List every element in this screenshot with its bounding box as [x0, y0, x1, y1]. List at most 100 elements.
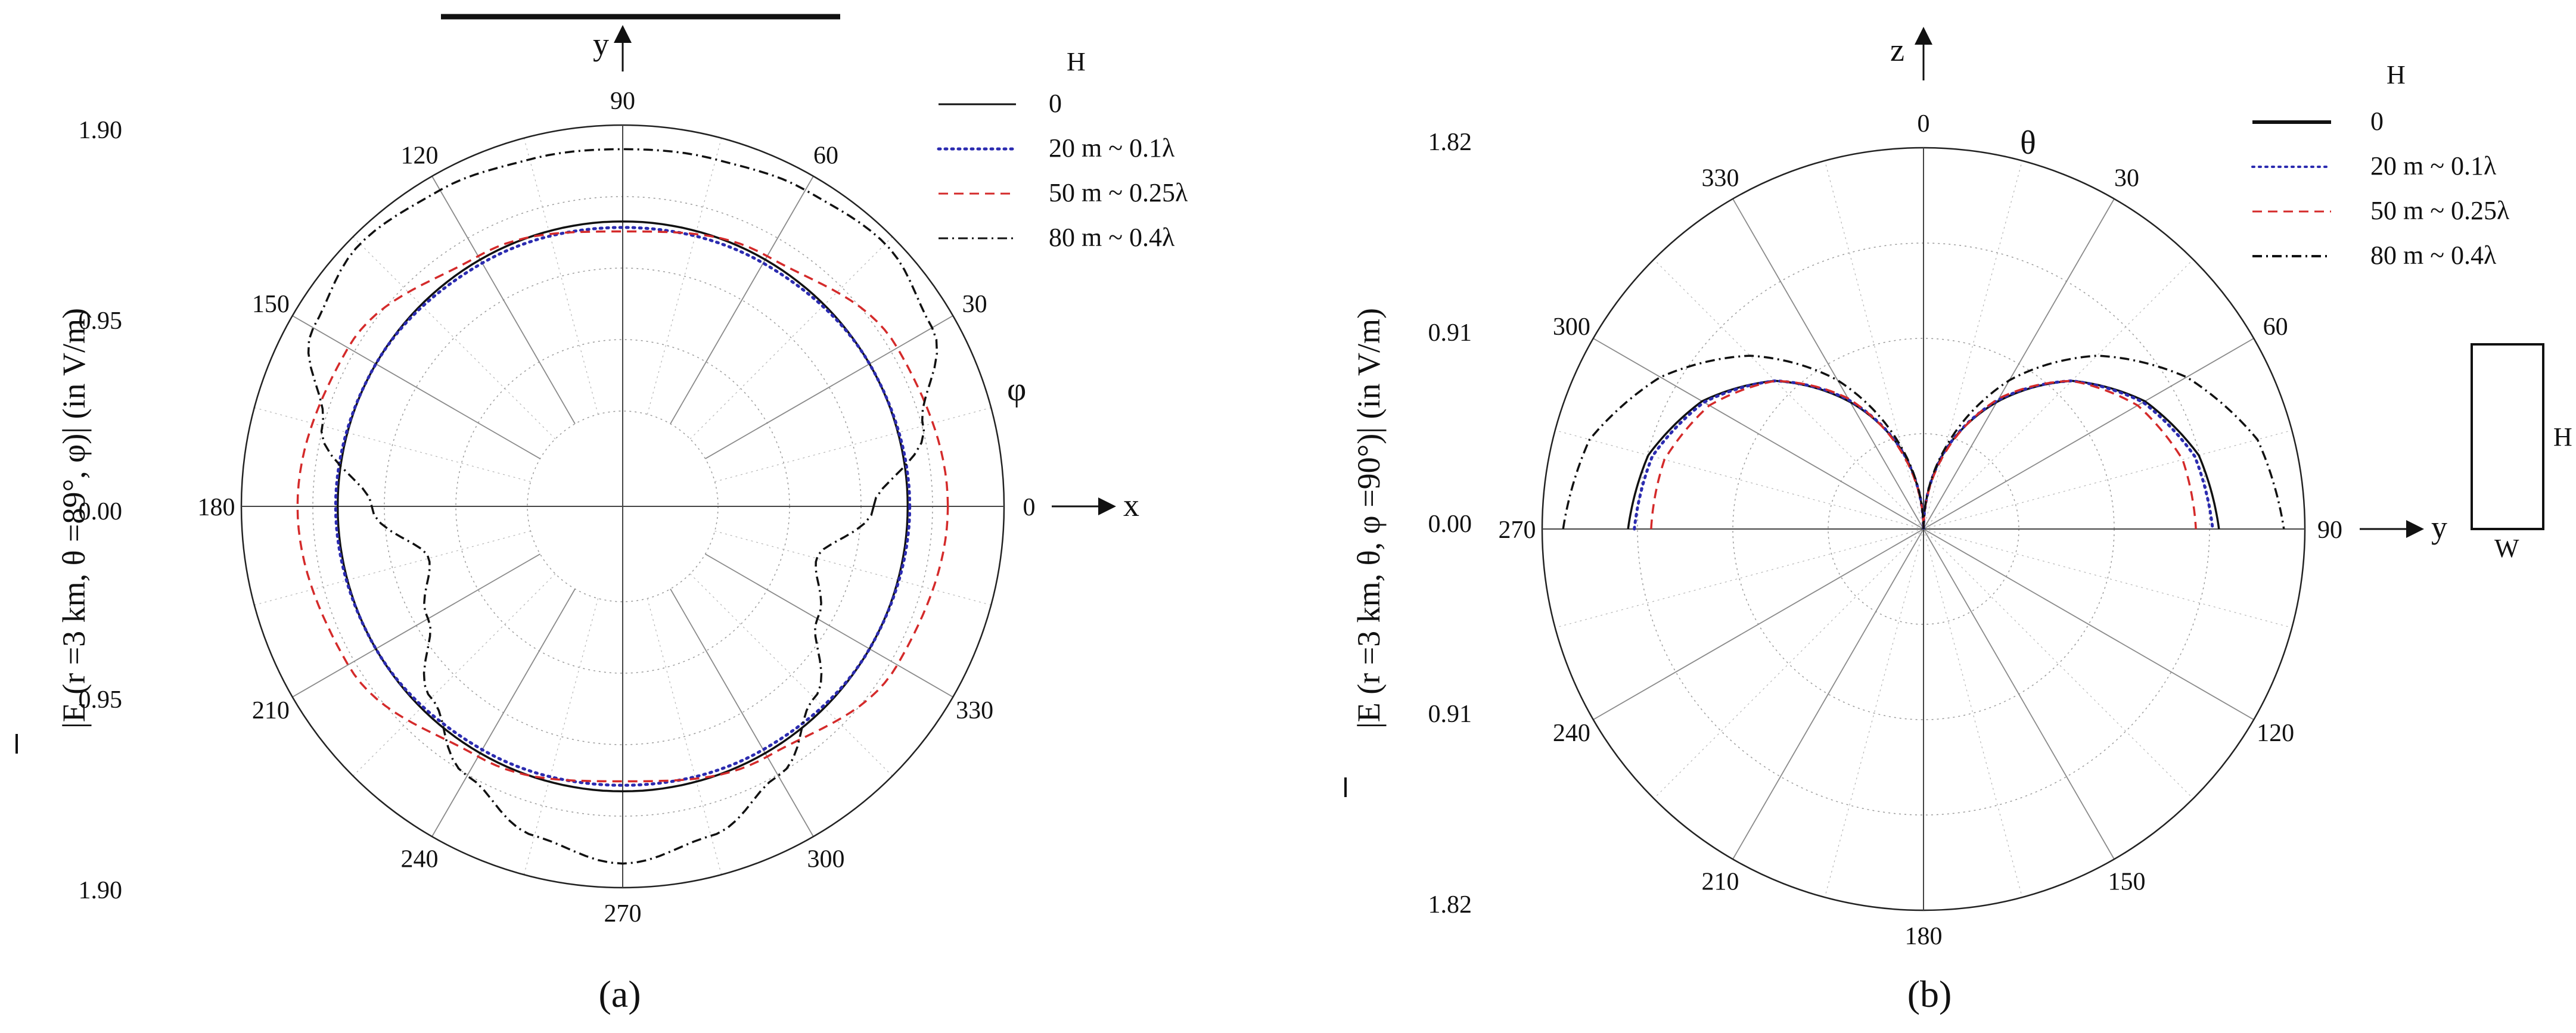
panel-a-angle-symbol: φ: [1007, 371, 1026, 408]
radial-tick-label: 1.90: [79, 877, 123, 904]
grid-spoke-minor: [1654, 259, 1924, 530]
legend-label: 80 m ~ 0.4λ: [2370, 241, 2497, 270]
grid-spoke: [292, 553, 540, 698]
grid-spoke-minor: [1923, 160, 2023, 530]
grid-spoke: [431, 176, 576, 424]
angle-tick-label: 330: [956, 697, 993, 724]
radial-tick-label: 1.90: [79, 117, 123, 144]
grid-spoke: [1732, 528, 1924, 860]
angle-tick-label: 120: [401, 142, 439, 169]
panel-b-radial-ticks: 1.82 0.91 0.00 0.91 1.82: [1428, 129, 1472, 919]
panel-a-legend: H 0 20 m ~ 0.1λ 50 m ~ 0.25λ 80 m ~ 0.4λ: [937, 47, 1188, 252]
grid-spoke: [1923, 528, 2254, 720]
grid-spoke-minor: [1923, 259, 2193, 530]
panel-a-axes: [240, 124, 1005, 889]
angle-tick-label: 90: [610, 88, 635, 115]
panel-b-angle-tick-labels: 0 30 60 90 120 150 180 210 240 270 300 330: [1499, 110, 2343, 950]
angle-tick-label: 60: [2263, 313, 2288, 341]
grid-spoke: [1732, 198, 1924, 530]
angle-tick-label: 180: [198, 494, 235, 521]
legend-label: 0: [1049, 89, 1062, 118]
inset-box: [2471, 343, 2544, 530]
grid-spoke: [705, 315, 953, 459]
angle-tick-label: 180: [1905, 923, 1943, 950]
angle-tick-label: 60: [813, 142, 838, 169]
angle-tick-label: 90: [2317, 516, 2342, 544]
panel-a-label: (a): [598, 973, 641, 1015]
panel-b-legend: H 0 20 m ~ 0.1λ 50 m ~ 0.25λ 80 m ~ 0.4λ: [2251, 60, 2510, 270]
radial-tick-label: 0.95: [79, 307, 123, 335]
angle-tick-label: 150: [252, 291, 290, 318]
grid-spoke-minor: [1923, 528, 2193, 799]
grid-spoke-minor: [1824, 160, 1924, 530]
grid-spoke-minor: [1923, 430, 2292, 530]
angle-tick-label: 30: [962, 291, 987, 318]
grid-spoke: [670, 176, 814, 424]
panel-b-y-label: y: [2431, 509, 2447, 545]
angle-tick-label: 30: [2114, 164, 2139, 192]
panel-a-radial-ticks: 1.90 0.95 0.00 0.95 1.90: [79, 117, 123, 904]
angle-tick-label: 300: [1553, 313, 1590, 341]
grid-spoke: [1923, 338, 2254, 530]
series-line-2: [1650, 379, 2197, 530]
panel-a-x-label: x: [1123, 487, 1139, 523]
grid-spoke: [705, 553, 953, 698]
angle-tick-label: 270: [1499, 516, 1536, 544]
radial-tick-label: 0.91: [1428, 701, 1472, 728]
grid-spoke-minor: [1923, 528, 2292, 628]
legend-label: 50 m ~ 0.25λ: [2370, 196, 2510, 225]
panel-b-z-label: z: [1890, 32, 1904, 68]
grid-spoke: [292, 315, 540, 459]
grid-spoke-minor: [714, 407, 992, 483]
grid-spoke-minor: [647, 138, 722, 415]
radial-tick-label: 0.91: [1428, 319, 1472, 347]
legend-title: H: [2387, 60, 2406, 89]
angle-tick-label: 0: [1023, 494, 1036, 521]
angle-tick-label: 240: [1553, 720, 1590, 747]
angle-tick-label: 270: [604, 900, 642, 928]
grid-spoke-minor: [1654, 528, 1924, 799]
panel-b-label: (b): [1907, 973, 1952, 1015]
panel-b-angle-symbol: θ: [2020, 125, 2036, 161]
series-line-1: [334, 226, 912, 787]
radial-tick-label: 1.82: [1428, 891, 1472, 919]
legend-label: 50 m ~ 0.25λ: [1049, 178, 1188, 207]
series-line-3: [307, 148, 939, 865]
grid-spoke-minor: [1555, 528, 1924, 628]
grid-spoke-minor: [1824, 528, 1924, 898]
series-line-3: [1562, 354, 2285, 530]
grid-spoke: [1593, 528, 1924, 720]
panel-b-polar-chart: 0 30 60 90 120 150 180 210 240 270 300 330 1.82 0.9…: [1344, 27, 2572, 1015]
inset-height-label: H: [2553, 422, 2572, 452]
radial-tick-label: 1.82: [1428, 129, 1472, 156]
grid-spoke: [1923, 528, 2115, 860]
angle-tick-label: 0: [1918, 110, 1930, 138]
legend-title: H: [1067, 47, 1086, 76]
radial-tick-label: 0.00: [1428, 511, 1472, 538]
radial-tick-label: 0.00: [79, 498, 123, 525]
inset-width-label: W: [2494, 534, 2519, 563]
panel-a-angle-tick-labels: 90 120 150 180 210 240 270 300 330 0 30 60: [198, 88, 1036, 928]
panel-a-y-label: y: [593, 26, 609, 62]
angle-tick-label: 240: [401, 846, 439, 873]
angle-tick-label: 210: [1702, 869, 1739, 896]
panel-b-y-axis-label: |E (r =3 km, θ, φ =90°)| (in V/m): [1351, 308, 1387, 729]
grid-spoke-minor: [523, 598, 599, 875]
angle-tick-label: 120: [2257, 720, 2294, 747]
legend-label: 0: [2370, 107, 2384, 136]
angle-tick-label: 300: [807, 846, 845, 873]
panel-a-series: [296, 148, 949, 865]
grid-spoke-minor: [254, 530, 531, 606]
angle-tick-label: 330: [1702, 164, 1739, 192]
panel-b-series: [1562, 354, 2285, 531]
grid-spoke: [670, 589, 814, 837]
angle-tick-label: 210: [252, 697, 290, 724]
legend-label: 20 m ~ 0.1λ: [1049, 133, 1175, 163]
angle-tick-label: 150: [2108, 869, 2146, 896]
panel-b-inset-rectangle: H W: [2471, 343, 2572, 563]
grid-spoke: [431, 589, 576, 837]
legend-label: 20 m ~ 0.1λ: [2370, 151, 2497, 181]
grid-spoke-minor: [1555, 430, 1924, 530]
panel-a-polar-chart: 90 120 150 180 210 240 270 300 330 0 30 60 1.90 0.9…: [15, 14, 1188, 1015]
